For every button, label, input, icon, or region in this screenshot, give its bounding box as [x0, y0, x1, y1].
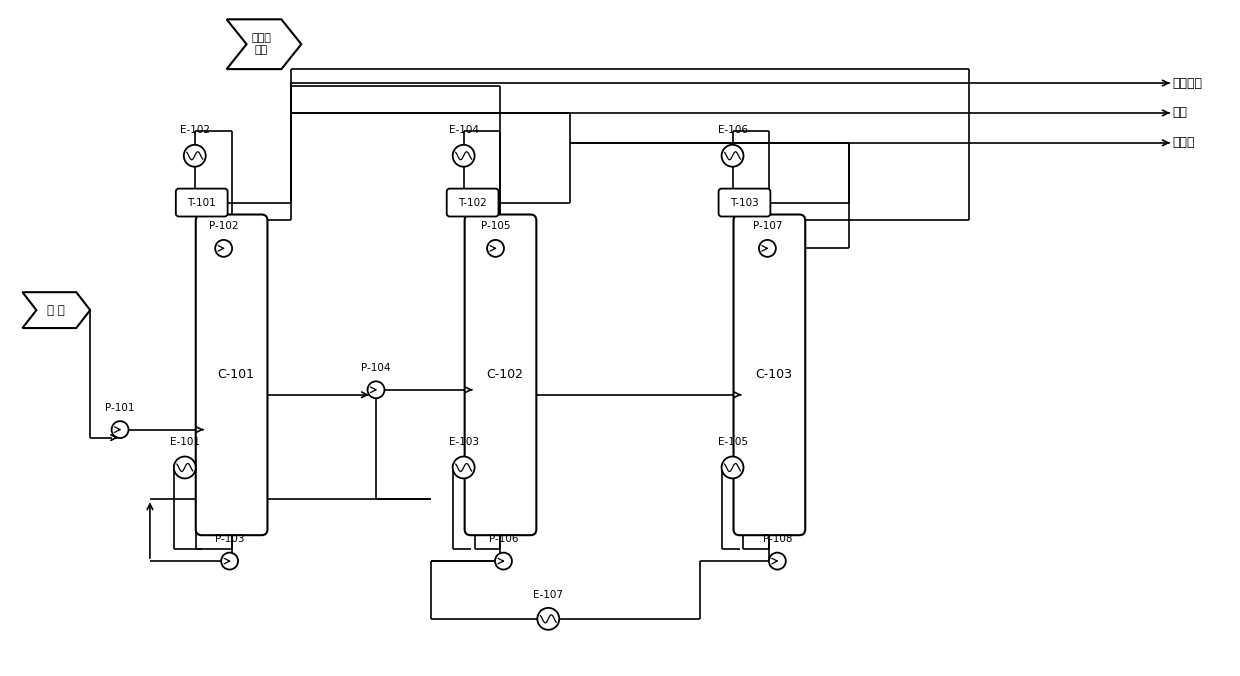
Circle shape [537, 608, 559, 630]
FancyBboxPatch shape [719, 189, 770, 216]
Text: C-103: C-103 [755, 368, 792, 381]
Text: T-102: T-102 [459, 197, 487, 208]
Circle shape [759, 240, 776, 257]
Text: 丙烯醛: 丙烯醛 [1173, 137, 1195, 149]
FancyBboxPatch shape [734, 214, 805, 535]
Circle shape [367, 381, 384, 398]
Circle shape [112, 421, 129, 438]
Circle shape [174, 456, 196, 479]
FancyBboxPatch shape [465, 214, 537, 535]
Text: C-102: C-102 [486, 368, 523, 381]
Circle shape [221, 552, 238, 570]
Text: P-108: P-108 [763, 534, 792, 544]
Circle shape [722, 456, 744, 479]
Text: E-105: E-105 [718, 437, 748, 447]
Text: 萃取剂
补充: 萃取剂 补充 [250, 33, 270, 55]
Text: E-101: E-101 [170, 437, 200, 447]
Text: E-106: E-106 [718, 125, 748, 135]
Text: T-101: T-101 [187, 197, 216, 208]
Circle shape [453, 145, 475, 167]
FancyBboxPatch shape [196, 214, 268, 535]
Text: E-107: E-107 [533, 590, 563, 600]
Text: T-103: T-103 [730, 197, 759, 208]
Text: P-101: P-101 [105, 403, 135, 413]
Text: C-101: C-101 [217, 368, 254, 381]
Text: E-104: E-104 [449, 125, 479, 135]
Text: 进 料: 进 料 [47, 304, 66, 316]
Text: E-103: E-103 [449, 437, 479, 447]
Circle shape [722, 145, 744, 167]
Circle shape [495, 552, 512, 570]
Text: 丙酮: 丙酮 [1173, 106, 1188, 120]
Text: P-102: P-102 [208, 222, 238, 231]
Text: P-105: P-105 [481, 222, 511, 231]
Text: E-102: E-102 [180, 125, 210, 135]
Circle shape [453, 456, 475, 479]
Circle shape [216, 240, 232, 257]
Text: P-107: P-107 [753, 222, 782, 231]
Text: P-106: P-106 [489, 534, 518, 544]
Polygon shape [227, 20, 301, 69]
Text: P-103: P-103 [215, 534, 244, 544]
Text: 环氧丙烷: 环氧丙烷 [1173, 76, 1203, 89]
Circle shape [184, 145, 206, 167]
FancyBboxPatch shape [446, 189, 498, 216]
Circle shape [769, 552, 786, 570]
Text: P-104: P-104 [361, 363, 391, 373]
Polygon shape [22, 292, 91, 328]
FancyBboxPatch shape [176, 189, 228, 216]
Circle shape [487, 240, 503, 257]
